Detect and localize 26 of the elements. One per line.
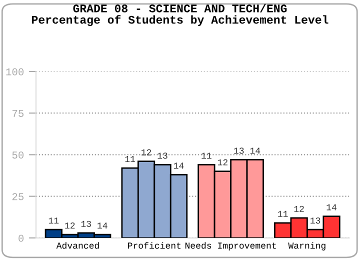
y-tick-label: 100 bbox=[6, 68, 24, 76]
chart-title: GRADE 08 - SCIENCE AND TECH/ENG Percentage of Students by Achievement Level bbox=[32, 4, 328, 26]
text: 13 bbox=[81, 220, 91, 227]
series-label: 13 bbox=[158, 152, 168, 159]
text: 13 bbox=[234, 148, 244, 154]
text: 11 bbox=[48, 218, 59, 224]
x-tick-label: Advanced bbox=[56, 242, 99, 249]
series-label: 12 bbox=[65, 222, 75, 229]
text: 12 bbox=[142, 149, 152, 156]
text: 12 bbox=[218, 159, 228, 166]
text: 11 bbox=[278, 210, 288, 217]
text: 11 bbox=[202, 152, 212, 159]
x-tick-label: Proficient bbox=[128, 242, 181, 249]
text: 12 bbox=[294, 206, 304, 212]
y-tick-label: 50 bbox=[12, 152, 24, 159]
y-tick-label: 0 bbox=[18, 234, 24, 242]
text: 14 bbox=[250, 148, 260, 154]
series-label: 14 bbox=[98, 222, 108, 229]
x-tick-label: Warning bbox=[288, 242, 326, 250]
text: 14 bbox=[174, 162, 184, 169]
text: 13 bbox=[310, 218, 320, 224]
y-tick-label: 25 bbox=[12, 193, 24, 200]
x-tick-label: Needs Improvement bbox=[185, 242, 276, 250]
text: 14 bbox=[326, 204, 336, 210]
series-label: 11 bbox=[125, 156, 136, 162]
y-tick-label: 75 bbox=[12, 110, 24, 117]
